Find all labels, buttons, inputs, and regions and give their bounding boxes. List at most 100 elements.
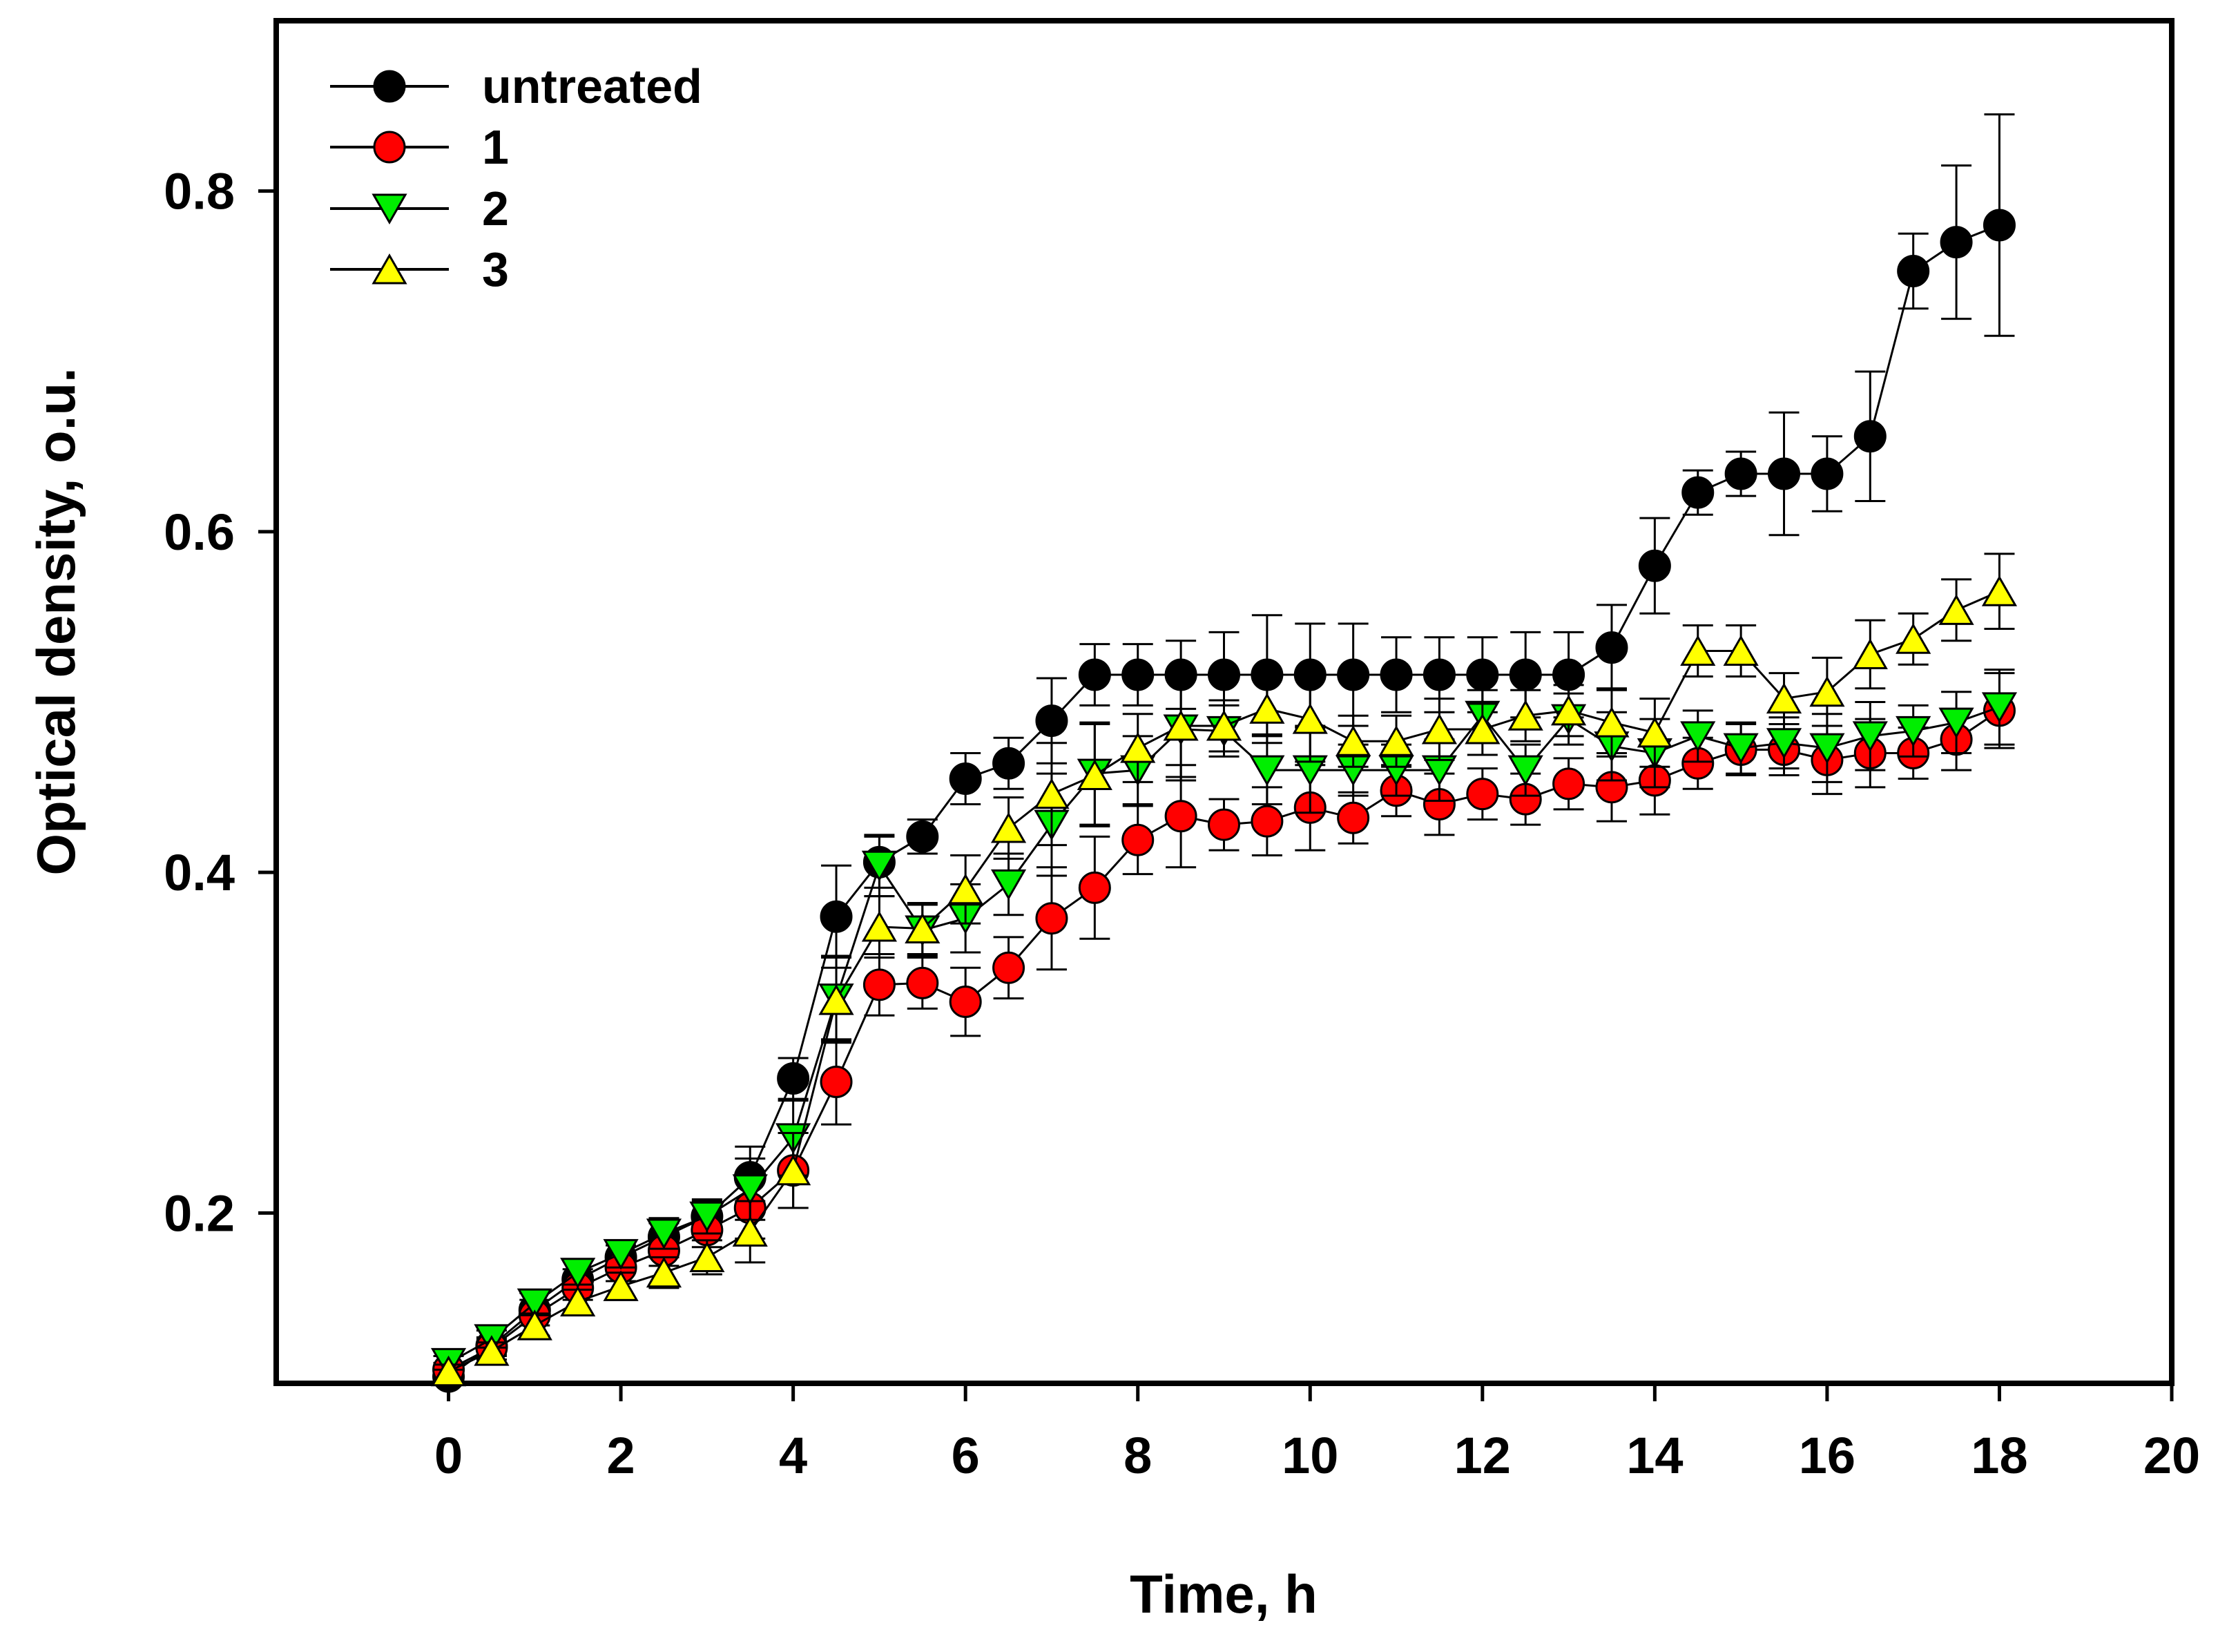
series-layer [430, 113, 2018, 1393]
x-tick-label: 4 [779, 1427, 807, 1484]
data-point [990, 869, 1027, 901]
data-point [1723, 635, 1759, 666]
legend-label: 3 [482, 242, 509, 296]
data-point [1852, 638, 1888, 669]
y-tick-label: 0.8 [164, 163, 235, 220]
x-tick-label: 12 [1454, 1427, 1511, 1484]
x-tick-label: 18 [1971, 1427, 2027, 1484]
data-point [1465, 713, 1501, 745]
data-point [1421, 713, 1458, 745]
data-point [1466, 658, 1499, 691]
data-point [1766, 728, 1802, 759]
data-point [1337, 658, 1370, 691]
data-point [1809, 733, 1845, 765]
data-point [1335, 725, 1371, 756]
data-point [430, 1355, 467, 1387]
data-point [777, 1062, 810, 1095]
data-point [646, 1256, 682, 1288]
data-point [1208, 658, 1240, 691]
data-point [560, 1285, 596, 1317]
data-point [949, 986, 982, 1019]
data-point [603, 1239, 639, 1270]
data-point [1423, 658, 1456, 691]
plot-frame [273, 18, 2174, 1386]
data-point [1507, 700, 1543, 731]
x-tick-label: 6 [952, 1427, 980, 1484]
x-tick-label: 10 [1282, 1427, 1338, 1484]
data-point [1768, 457, 1801, 490]
data-point [947, 873, 983, 905]
data-point [1077, 759, 1112, 791]
data-point [1509, 658, 1542, 691]
y-tick-label: 0.2 [164, 1184, 235, 1242]
data-point [1724, 457, 1757, 490]
data-point [1983, 209, 2016, 242]
data-point [820, 1065, 853, 1098]
data-point [1852, 721, 1888, 752]
legend-label: untreated [482, 59, 702, 113]
data-point [862, 968, 896, 1001]
x-tick-label: 0 [434, 1427, 463, 1484]
data-point [1249, 693, 1285, 724]
data-point [1378, 725, 1414, 756]
data-point [1206, 710, 1242, 741]
data-point [1681, 476, 1715, 509]
data-point [1811, 457, 1844, 490]
data-point [1550, 694, 1587, 726]
data-point [861, 911, 898, 942]
legend-marker [373, 131, 406, 164]
legend-marker [373, 70, 406, 103]
data-point [689, 1201, 725, 1233]
data-point [517, 1288, 552, 1320]
data-point [820, 900, 853, 933]
data-point [818, 984, 854, 1015]
data-point [1163, 710, 1199, 741]
y-tick-label: 0.4 [164, 844, 235, 901]
data-point [732, 1216, 768, 1247]
data-point [1078, 871, 1111, 904]
data-point [992, 951, 1025, 984]
legend: untreated 1 2 3 [330, 59, 702, 296]
data-point [689, 1241, 725, 1272]
y-axis-title: Optical density, o.u. [26, 367, 86, 875]
x-tick-label: 8 [1124, 1427, 1152, 1484]
data-point [1981, 575, 2018, 606]
data-point [732, 1174, 768, 1205]
x-tick-label: 2 [607, 1427, 635, 1484]
data-point [1723, 733, 1759, 765]
y-axis: 0.2 0.4 0.6 0.8 [164, 163, 276, 1242]
data-point [1121, 823, 1155, 856]
data-point [1552, 767, 1585, 800]
data-point [474, 1335, 510, 1366]
legend-marker [372, 253, 407, 285]
data-point [1251, 805, 1284, 838]
data-point [861, 850, 898, 882]
data-point [1680, 635, 1716, 666]
data-point [905, 912, 941, 944]
data-point [1034, 778, 1070, 809]
data-point [1035, 704, 1068, 738]
data-point [1896, 623, 1931, 654]
y-tick-label: 0.6 [164, 503, 235, 561]
data-point [1380, 658, 1413, 691]
x-tick-label: 20 [2143, 1427, 2200, 1484]
data-point [906, 820, 939, 853]
legend-label: 1 [482, 120, 509, 174]
data-point [775, 1154, 811, 1186]
data-point [1249, 755, 1285, 787]
data-point [1853, 420, 1887, 453]
legend-marker [372, 193, 407, 225]
data-point [906, 966, 939, 999]
data-point [949, 762, 982, 795]
data-point [1981, 692, 2018, 723]
series-3 [430, 553, 2018, 1387]
data-point [1120, 732, 1156, 763]
x-axis-title: Time, h [1130, 1564, 1318, 1624]
data-point [1766, 682, 1802, 714]
data-point [517, 1309, 552, 1341]
data-point [1809, 675, 1845, 707]
data-point [992, 747, 1025, 780]
x-tick-label: 16 [1799, 1427, 1855, 1484]
data-point [1164, 800, 1197, 833]
